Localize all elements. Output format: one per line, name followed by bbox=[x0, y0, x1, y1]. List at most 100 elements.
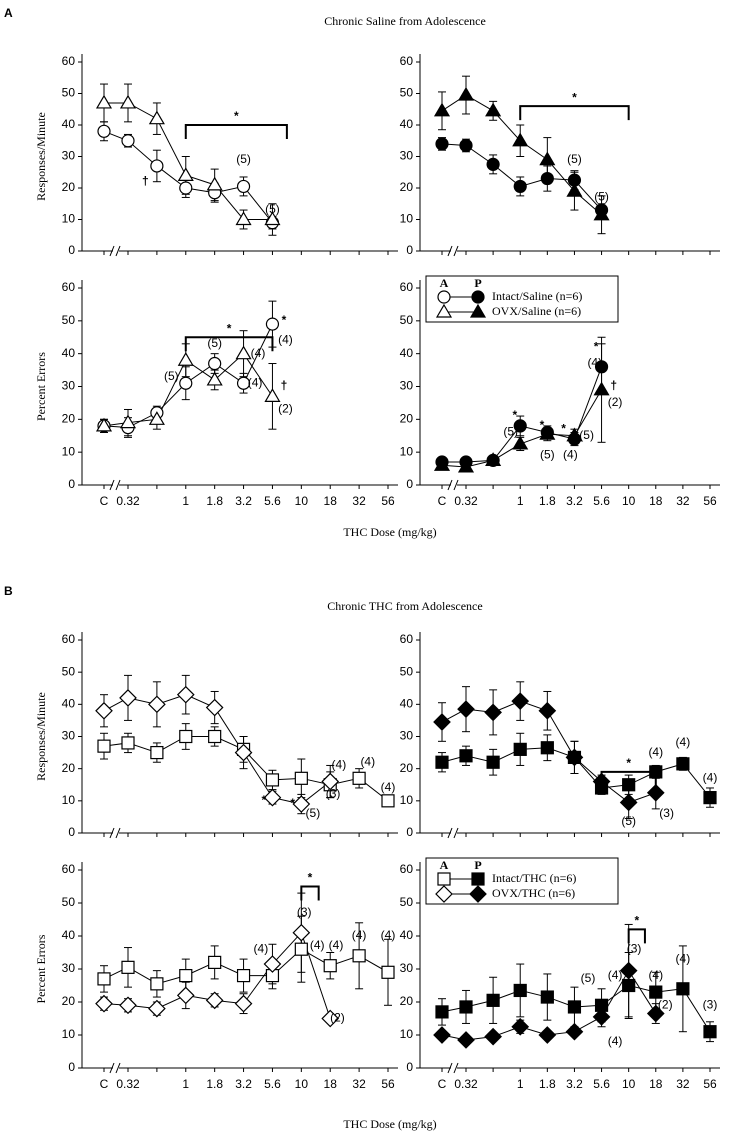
x-tick-label: 5.6 bbox=[264, 1077, 281, 1091]
annotation: (3) bbox=[627, 941, 642, 955]
marker bbox=[234, 743, 253, 762]
x-tick-label: 32 bbox=[352, 494, 366, 508]
x-tick-label: 18 bbox=[649, 494, 663, 508]
significance-bracket bbox=[627, 928, 646, 944]
legend-marker bbox=[435, 885, 453, 903]
marker bbox=[513, 179, 527, 194]
marker bbox=[539, 425, 556, 440]
x-tick-label: 5.6 bbox=[593, 494, 610, 508]
significance-bracket bbox=[184, 124, 288, 139]
marker bbox=[676, 757, 690, 771]
y-tick-label: 50 bbox=[400, 313, 414, 327]
legend-box bbox=[425, 857, 619, 905]
annotation: (3) bbox=[703, 997, 718, 1011]
x-tick-label: 1 bbox=[182, 494, 189, 508]
marker bbox=[593, 381, 610, 396]
marker bbox=[208, 356, 222, 371]
significance-bracket bbox=[600, 770, 657, 786]
marker bbox=[179, 729, 193, 744]
x-tick-label: 56 bbox=[703, 494, 717, 508]
annotation: (4) bbox=[648, 745, 663, 759]
marker bbox=[292, 923, 311, 942]
marker bbox=[95, 994, 113, 1013]
axis-break bbox=[109, 479, 115, 491]
y-tick-label: 10 bbox=[62, 212, 76, 226]
annotation: (4) bbox=[381, 780, 396, 794]
marker bbox=[435, 303, 453, 318]
y-tick-label: 10 bbox=[400, 212, 414, 226]
y-tick-label: 20 bbox=[400, 180, 414, 194]
annotation: (4) bbox=[703, 770, 718, 784]
marker bbox=[323, 959, 337, 973]
legend-label: Intact/Saline (n=6) bbox=[492, 289, 582, 303]
annotation: * bbox=[512, 408, 517, 422]
marker bbox=[619, 793, 638, 812]
y-tick-label: 30 bbox=[400, 149, 414, 163]
y-tick-label: 40 bbox=[62, 117, 76, 131]
marker bbox=[457, 458, 475, 473]
y-tick-label: 0 bbox=[406, 243, 413, 257]
marker bbox=[437, 872, 451, 886]
annotation: * bbox=[282, 313, 287, 327]
marker bbox=[622, 978, 636, 993]
marker bbox=[148, 695, 166, 714]
marker bbox=[649, 985, 663, 999]
annotation: (4) bbox=[563, 448, 578, 462]
axis-break bbox=[453, 479, 459, 491]
marker bbox=[437, 290, 451, 304]
marker bbox=[646, 783, 665, 802]
legend-header: P bbox=[474, 276, 481, 290]
annotation: (4) bbox=[608, 968, 623, 982]
y-tick-label: 0 bbox=[68, 243, 75, 257]
x-tick-label: 10 bbox=[622, 1077, 636, 1091]
annotation: * bbox=[261, 793, 266, 807]
y-axis-title: Responses/Minute bbox=[34, 692, 48, 781]
marker bbox=[433, 457, 451, 471]
marker bbox=[567, 1000, 582, 1014]
x-tick-label: 1.8 bbox=[206, 1077, 223, 1091]
marker bbox=[206, 371, 223, 386]
marker bbox=[95, 701, 113, 720]
x-tick-label: 5.6 bbox=[264, 494, 281, 508]
marker bbox=[121, 134, 135, 148]
marker bbox=[512, 132, 529, 147]
marker bbox=[511, 692, 530, 710]
marker bbox=[469, 885, 487, 903]
x-tick-label: C bbox=[438, 494, 447, 508]
y-tick-label: 20 bbox=[62, 412, 76, 426]
marker bbox=[565, 748, 584, 767]
marker bbox=[352, 949, 366, 963]
marker bbox=[513, 419, 527, 433]
x-tick-label: 1.8 bbox=[206, 494, 223, 508]
marker bbox=[485, 452, 502, 466]
annotation: (5) bbox=[164, 369, 179, 383]
x-tick-label: 10 bbox=[295, 1077, 309, 1091]
y-tick-label: 20 bbox=[400, 994, 414, 1008]
x-tick-label: 18 bbox=[324, 494, 338, 508]
y-axis-title: Responses/Minute bbox=[34, 112, 48, 201]
marker bbox=[540, 171, 554, 186]
annotation: † bbox=[142, 174, 149, 188]
bracket-label: * bbox=[634, 914, 639, 928]
y-axis-title: Percent Errors bbox=[34, 934, 48, 1003]
chart: 0 10 20 30 40 50 60 C 0.32 1 1.8 3.2 5.6 10 18 32 56 * (5)… bbox=[400, 857, 720, 1091]
annotation: † bbox=[610, 379, 617, 393]
y-tick-label: 60 bbox=[400, 280, 414, 294]
y-tick-label: 20 bbox=[400, 412, 414, 426]
marker bbox=[148, 411, 165, 425]
annotation: (4) bbox=[329, 938, 344, 952]
annotation: (4) bbox=[332, 758, 347, 772]
legend-label: OVX/THC (n=6) bbox=[492, 886, 575, 900]
y-tick-label: 60 bbox=[62, 862, 76, 876]
chart: 0 10 20 30 40 50 60 Responses/Minute * † (5) (5) bbox=[34, 54, 398, 257]
marker bbox=[676, 982, 690, 996]
marker bbox=[263, 955, 282, 973]
marker bbox=[176, 685, 195, 704]
bracket-label: * bbox=[234, 109, 239, 123]
marker bbox=[433, 1026, 451, 1044]
axis-break bbox=[109, 245, 115, 257]
annotation: (2) bbox=[608, 395, 623, 409]
axis-break bbox=[115, 1062, 121, 1074]
marker bbox=[150, 745, 164, 760]
marker bbox=[236, 968, 251, 983]
